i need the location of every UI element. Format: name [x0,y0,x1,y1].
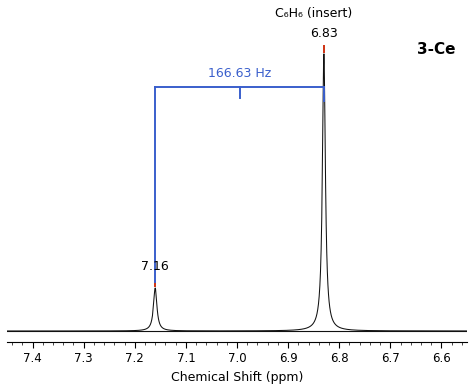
Text: 3-Ce: 3-Ce [417,42,456,57]
Text: C₆H₆ (insert): C₆H₆ (insert) [275,7,352,20]
Text: 166.63 Hz: 166.63 Hz [208,67,271,80]
Text: 7.16: 7.16 [141,260,169,273]
X-axis label: Chemical Shift (ppm): Chemical Shift (ppm) [171,371,303,384]
Text: 6.83: 6.83 [310,27,338,40]
